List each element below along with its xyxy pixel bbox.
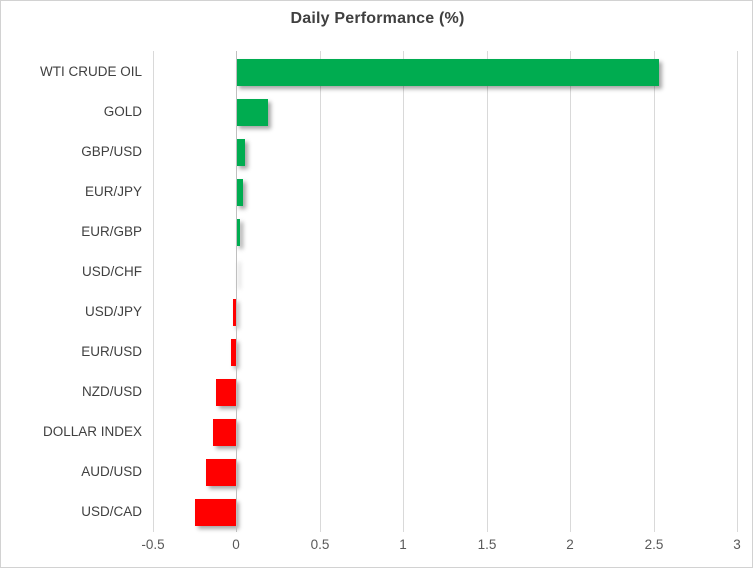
category-label: WTI CRUDE OIL — [39, 64, 142, 79]
x-tick-label: 1.5 — [477, 537, 497, 552]
bar-positive — [236, 218, 240, 246]
category-label: USD/CHF — [82, 264, 142, 279]
gridline-x--0.5 — [153, 51, 154, 532]
category-label: USD/JPY — [84, 304, 142, 319]
bar-negative — [213, 418, 237, 446]
gridline-x-0.5 — [320, 51, 321, 532]
bar-negative — [194, 498, 237, 526]
x-tick-label: 0.5 — [310, 537, 330, 552]
category-label: EUR/GBP — [81, 224, 142, 239]
gridline-x-2 — [570, 51, 571, 532]
bar-positive — [236, 178, 244, 206]
x-tick-label: 2 — [566, 537, 574, 552]
bar-negative — [233, 298, 237, 326]
x-tick-label: 3 — [733, 537, 741, 552]
gridline-x-2.5 — [654, 51, 655, 532]
category-label: GBP/USD — [81, 144, 142, 159]
bar-negative — [206, 458, 237, 486]
gridline-x-1 — [403, 51, 404, 532]
category-label: USD/CAD — [81, 504, 142, 519]
gridline-x-1.5 — [487, 51, 488, 532]
category-label: DOLLAR INDEX — [42, 424, 142, 439]
bar-negative — [216, 378, 237, 406]
gridline-x-3 — [737, 51, 738, 532]
category-label: EUR/USD — [81, 344, 142, 359]
x-tick-label: 2.5 — [644, 537, 664, 552]
x-tick-label: 1 — [399, 537, 407, 552]
category-label: NZD/USD — [82, 384, 142, 399]
x-tick-label: 0 — [232, 537, 240, 552]
bar-positive — [236, 138, 245, 166]
category-label: EUR/JPY — [84, 184, 142, 199]
bar-positive — [236, 98, 269, 126]
x-tick-label: -0.5 — [141, 537, 165, 552]
chart-title: Daily Performance (%) — [290, 10, 465, 27]
bar-negative — [231, 338, 237, 366]
category-label: AUD/USD — [81, 464, 142, 479]
bar-positive — [236, 58, 659, 86]
category-label: GOLD — [103, 104, 142, 119]
zero-axis-line — [236, 51, 237, 532]
